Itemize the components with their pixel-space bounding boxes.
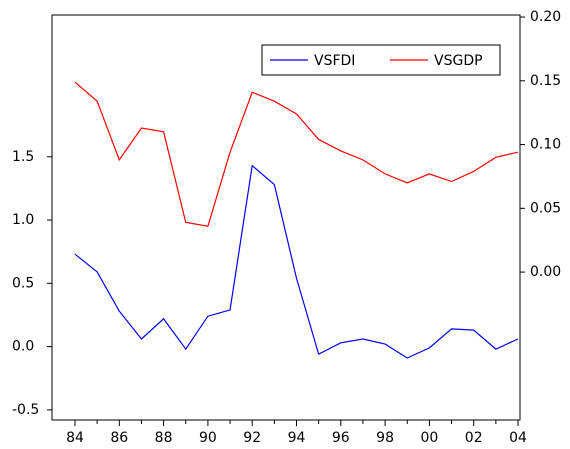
- y2-tick-label: 0.10: [530, 137, 561, 153]
- x-tick-label: 96: [332, 430, 350, 446]
- y-tick-label: 0.0: [12, 339, 34, 355]
- x-tick-label: 94: [288, 430, 306, 446]
- y-tick-label: 1.5: [12, 149, 34, 165]
- x-tick-label: 90: [199, 430, 217, 446]
- x-tick-label: 02: [465, 430, 483, 446]
- x-tick-label: 00: [420, 430, 438, 446]
- y-tick-label: 1.0: [12, 212, 34, 228]
- x-tick-label: 92: [243, 430, 261, 446]
- x-tick-label: 86: [110, 430, 128, 446]
- series-line: [74, 81, 519, 227]
- y-tick-label: 0.5: [12, 275, 34, 291]
- y2-tick-label: 0.00: [530, 264, 561, 280]
- plot-frame: [51, 14, 521, 421]
- legend-label: VSGDP: [434, 53, 483, 69]
- y2-tick-label: 0.20: [530, 9, 561, 25]
- x-tick-label: 88: [155, 430, 173, 446]
- legend-label: VSFDI: [314, 53, 355, 69]
- x-tick-label: 04: [509, 430, 527, 446]
- y-tick-label: -0.5: [12, 402, 39, 418]
- x-tick-label: 84: [66, 430, 84, 446]
- y2-tick-label: 0.15: [530, 73, 561, 89]
- x-tick-label: 98: [376, 430, 394, 446]
- y2-tick-label: 0.05: [530, 200, 561, 216]
- series-line: [74, 164, 519, 359]
